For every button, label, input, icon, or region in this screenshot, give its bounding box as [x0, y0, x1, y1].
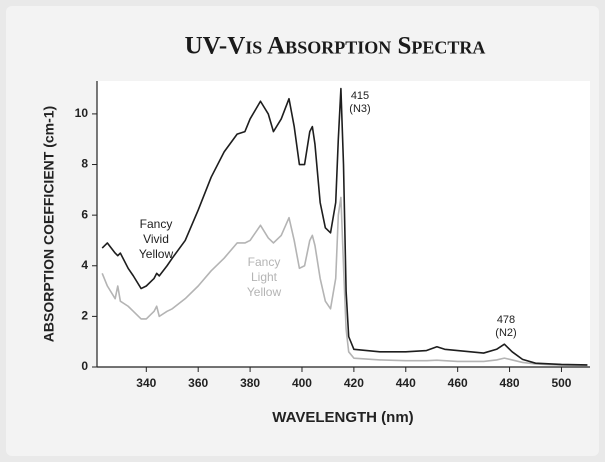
x-tick-label: 360: [188, 376, 208, 390]
x-tick-label: 440: [396, 376, 416, 390]
x-tick-label: 460: [448, 376, 468, 390]
x-axis-label: WAVELENGTH (nm): [272, 409, 413, 426]
x-tick-label: 400: [292, 376, 312, 390]
series-line: [101, 87, 588, 366]
series-label: Fancy Light Yellow: [247, 255, 282, 299]
annotation: (N3): [349, 103, 370, 115]
y-axis-label: ABSORPTION COEFFICIENT (cm-1): [41, 106, 57, 342]
y-tick-label: 10: [75, 106, 89, 120]
annotation: (N2): [495, 327, 516, 339]
y-tick-label: 2: [81, 309, 88, 323]
y-tick-label: 8: [81, 157, 88, 171]
y-tick-label: 0: [81, 359, 88, 373]
plot-area: [97, 81, 590, 367]
x-tick-label: 380: [240, 376, 260, 390]
x-tick-label: 420: [344, 376, 364, 390]
annotation: 415: [351, 90, 369, 102]
x-tick-label: 500: [551, 376, 571, 390]
series-line: [101, 196, 588, 367]
annotation: 478: [497, 314, 515, 326]
chart-title: UV-Vis Absorption Spectra: [185, 33, 486, 60]
series-label: Fancy Vivid Yellow: [139, 217, 174, 261]
x-tick-label: 340: [136, 376, 156, 390]
y-tick-label: 4: [81, 258, 88, 272]
y-tick-label: 6: [81, 207, 88, 221]
x-tick-label: 480: [500, 376, 520, 390]
